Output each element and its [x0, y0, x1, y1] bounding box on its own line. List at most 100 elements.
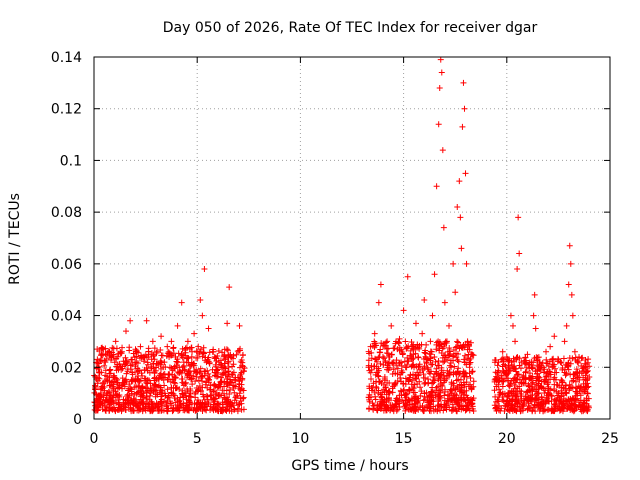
data-point [516, 362, 523, 369]
data-point [372, 383, 379, 390]
data-point [139, 372, 146, 379]
data-point [446, 369, 453, 376]
data-point [572, 396, 579, 403]
data-point [440, 379, 447, 386]
data-point [413, 375, 420, 382]
data-point [406, 386, 413, 393]
data-point [172, 380, 179, 387]
data-point [437, 377, 444, 384]
data-point [194, 349, 201, 356]
data-point [414, 369, 421, 376]
data-point [451, 391, 458, 398]
data-point [164, 408, 171, 415]
data-point [566, 404, 573, 411]
data-point [386, 359, 393, 366]
data-point [407, 347, 414, 354]
data-point [411, 364, 418, 371]
data-point [495, 359, 502, 366]
data-point [368, 376, 375, 383]
data-point [97, 392, 104, 399]
data-point [509, 365, 516, 372]
data-point [563, 382, 570, 389]
data-point [444, 391, 451, 398]
data-point [440, 224, 447, 231]
data-point [573, 369, 580, 376]
data-point [184, 338, 191, 345]
data-point [401, 403, 408, 410]
data-point [438, 350, 445, 357]
data-point [232, 374, 239, 381]
data-point [393, 357, 400, 364]
data-point [215, 359, 222, 366]
data-point [382, 405, 389, 412]
data-point [154, 391, 161, 398]
data-point [106, 382, 113, 389]
data-point [137, 343, 144, 350]
data-point [174, 359, 181, 366]
data-point [105, 388, 112, 395]
data-point [198, 375, 205, 382]
data-point [452, 289, 459, 296]
data-point [126, 381, 133, 388]
data-point [180, 393, 187, 400]
data-point [559, 379, 566, 386]
data-point [535, 363, 542, 370]
data-point [126, 344, 133, 351]
data-point [385, 345, 392, 352]
data-point [568, 291, 575, 298]
data-point [217, 383, 224, 390]
data-point [151, 375, 158, 382]
data-point [499, 383, 506, 390]
data-point [200, 393, 207, 400]
data-point [461, 105, 468, 112]
data-point [423, 341, 430, 348]
data-point [466, 364, 473, 371]
data-point [143, 317, 150, 324]
data-point [114, 406, 121, 413]
data-point [502, 402, 509, 409]
data-point [463, 260, 470, 267]
data-point [190, 372, 197, 379]
data-point [406, 374, 413, 381]
data-point [388, 322, 395, 329]
data-point [227, 386, 234, 393]
data-point [510, 405, 517, 412]
data-point [221, 346, 228, 353]
data-point [233, 393, 240, 400]
data-point [153, 348, 160, 355]
data-point [404, 273, 411, 280]
data-point [390, 366, 397, 373]
data-point [178, 351, 185, 358]
data-point [115, 406, 122, 413]
data-point [223, 380, 230, 387]
data-point [556, 382, 563, 389]
data-point [563, 322, 570, 329]
data-point [133, 402, 140, 409]
data-point [182, 347, 189, 354]
data-point [507, 312, 514, 319]
data-point [153, 400, 160, 407]
data-point [505, 357, 512, 364]
data-point [404, 354, 411, 361]
data-point [195, 343, 202, 350]
data-point [545, 379, 552, 386]
data-point [583, 383, 590, 390]
data-point [188, 359, 195, 366]
data-point [236, 377, 243, 384]
data-point [540, 398, 547, 405]
data-point [386, 390, 393, 397]
data-point [172, 399, 179, 406]
data-point [209, 405, 216, 412]
data-point [177, 368, 184, 375]
data-point [465, 397, 472, 404]
data-point [240, 387, 247, 394]
data-point [528, 364, 535, 371]
data-point [575, 399, 582, 406]
data-point [554, 358, 561, 365]
data-point [522, 368, 529, 375]
data-point [565, 281, 572, 288]
data-point [465, 343, 472, 350]
data-point [566, 242, 573, 249]
data-point [120, 396, 127, 403]
data-point [190, 362, 197, 369]
